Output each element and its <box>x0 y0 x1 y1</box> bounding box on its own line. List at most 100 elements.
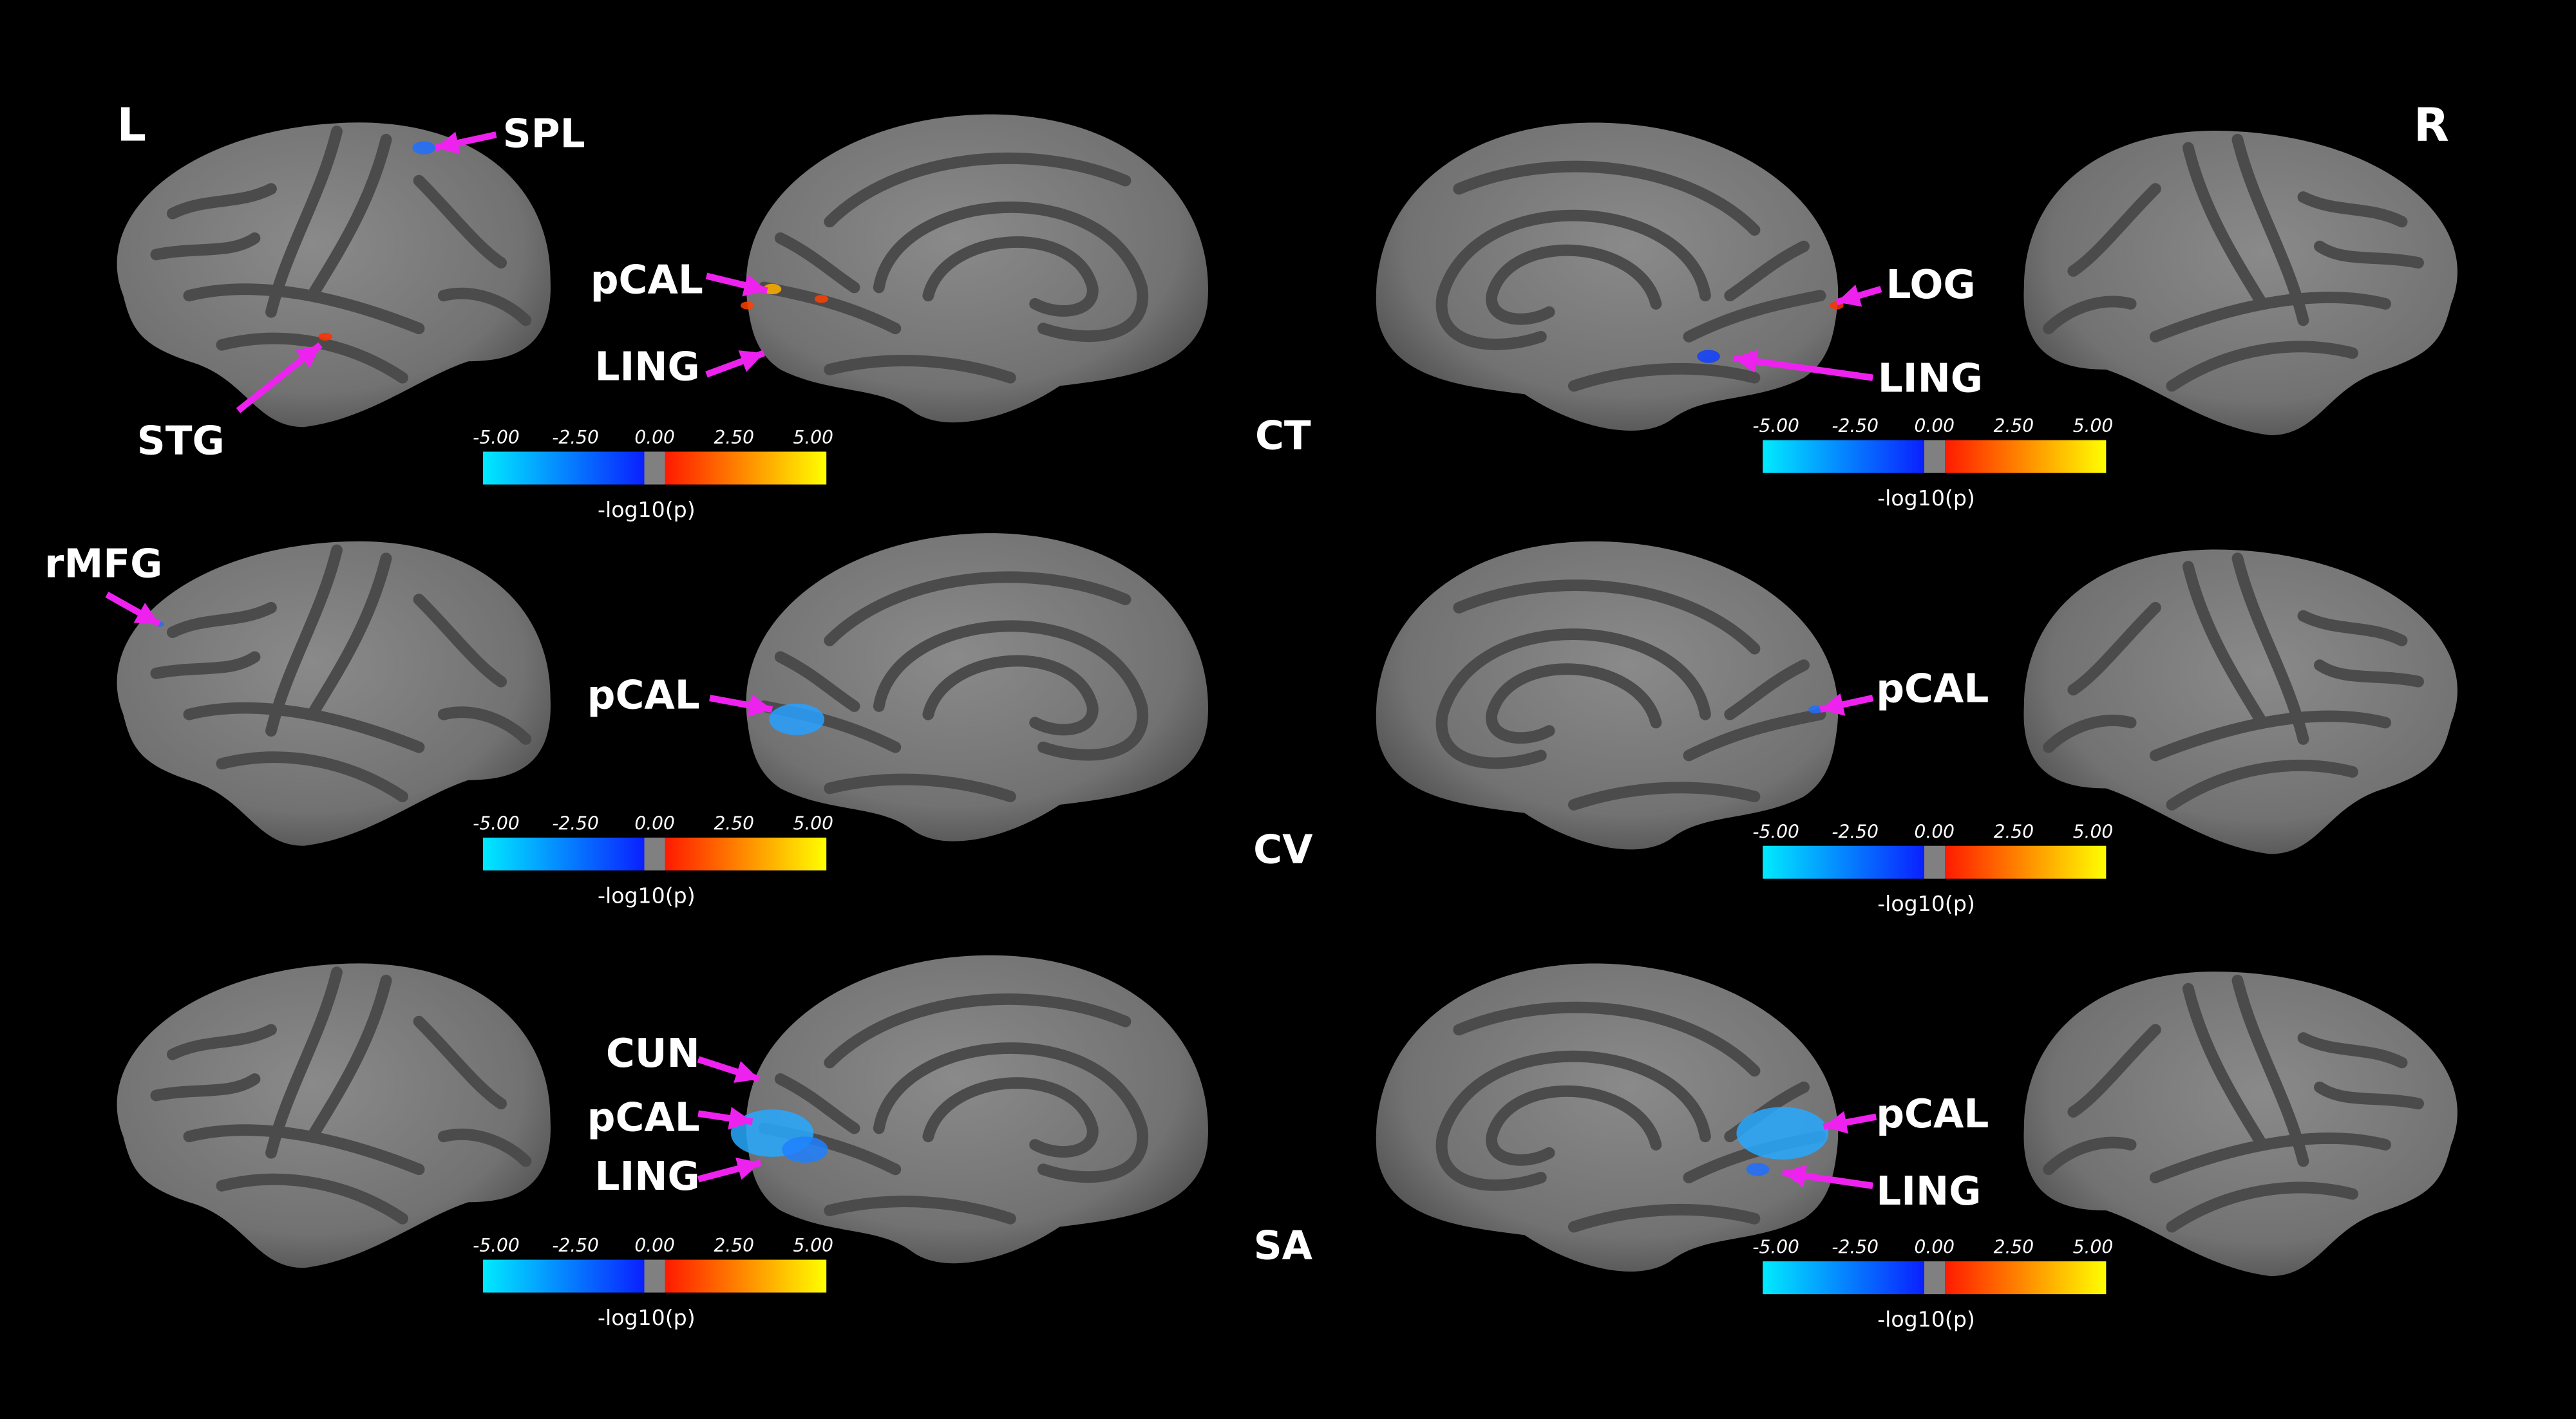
arrow-head <box>738 350 764 372</box>
arrow-head <box>1823 1111 1848 1134</box>
colorbar-tick-label: -5.00 <box>1752 415 1799 437</box>
colorbar-tick-label: 0.00 <box>1915 415 1955 437</box>
brain-lateral-right <box>2023 549 2457 854</box>
colorbar-tick-label: 5.00 <box>2073 821 2113 842</box>
arrow-head <box>735 1157 761 1180</box>
region-label: LOG <box>1886 262 1976 308</box>
region-label: LING <box>594 1154 699 1199</box>
colorbar <box>483 1259 827 1293</box>
colorbar <box>1763 1261 2107 1295</box>
colorbar-tick-label: 0.00 <box>1915 821 1955 842</box>
colorbar-tick-label: 2.50 <box>1994 1237 2034 1258</box>
cluster <box>1736 1107 1829 1160</box>
brain-medial-left <box>746 533 1208 841</box>
arrow-head <box>133 603 160 625</box>
brain-medial-right <box>1376 122 1838 430</box>
colorbar-tick-label: 5.00 <box>793 1235 833 1256</box>
arrow-head <box>1837 285 1862 307</box>
colorbar-label: -log10(p) <box>598 1305 696 1330</box>
region-label: CUN <box>606 1031 700 1076</box>
row-label: CV <box>1253 827 1313 873</box>
colorbar-tick-label: 5.00 <box>2073 415 2113 437</box>
colorbar-label: -log10(p) <box>1877 891 1975 916</box>
arrow-head <box>1820 693 1846 716</box>
colorbar-tick-label: 0.00 <box>634 427 674 448</box>
colorbar-tick-label: 5.00 <box>793 813 833 834</box>
colorbar-tick-label: -5.00 <box>1752 821 1799 842</box>
colorbar-tick-label: -5.00 <box>473 813 520 834</box>
hemisphere-label: R <box>2414 99 2449 152</box>
colorbar-tick-label: -2.50 <box>552 813 599 834</box>
colorbar-label: -log10(p) <box>598 497 696 522</box>
colorbar-tick-label: -2.50 <box>1832 415 1879 437</box>
colorbar-label: -log10(p) <box>1877 485 1975 511</box>
region-label: pCAL <box>591 257 703 303</box>
brain-medial-left <box>746 115 1208 422</box>
brain-lateral-left <box>117 963 551 1268</box>
brain-medial-left <box>746 955 1208 1263</box>
arrow-head <box>1733 350 1758 373</box>
region-label: LING <box>594 344 699 390</box>
arrow-head <box>435 131 460 155</box>
colorbar <box>1763 440 2107 473</box>
colorbar-tick-label: -5.00 <box>1752 1237 1799 1258</box>
brain-medial-right <box>1376 541 1838 849</box>
cluster <box>1808 705 1823 714</box>
cluster <box>412 141 436 155</box>
cluster <box>318 332 332 341</box>
cluster <box>1697 350 1720 363</box>
colorbar-tick-label: 2.50 <box>1994 415 2034 437</box>
arrow-head <box>295 344 321 368</box>
region-label: pCAL <box>587 1095 700 1140</box>
cluster <box>814 295 829 303</box>
region-label: pCAL <box>587 673 700 719</box>
colorbar-tick-label: -2.50 <box>552 427 599 448</box>
brain-lateral-left <box>117 122 551 427</box>
cluster <box>1746 1163 1770 1176</box>
colorbar-tick-label: -5.00 <box>473 427 520 448</box>
colorbar-tick-label: -2.50 <box>552 1235 599 1256</box>
row-label: CT <box>1255 413 1311 459</box>
colorbar-tick-label: 5.00 <box>793 427 833 448</box>
brain-lateral-left <box>117 541 551 846</box>
colorbar-tick-label: 2.50 <box>714 813 753 834</box>
cluster <box>741 301 755 310</box>
arrow-head <box>747 693 773 717</box>
colorbar-tick-label: -2.50 <box>1832 1237 1879 1258</box>
arrow-shaft <box>1732 355 1873 381</box>
colorbar-tick-label: 0.00 <box>634 813 674 834</box>
colorbar-tick-label: -2.50 <box>1832 821 1879 842</box>
colorbar <box>1763 845 2107 879</box>
colorbar-label: -log10(p) <box>1877 1306 1975 1331</box>
arrow-head <box>1782 1164 1807 1188</box>
colorbar-tick-label: 0.00 <box>634 1235 674 1256</box>
region-label: pCAL <box>1876 666 1989 712</box>
colorbar-tick-label: 2.50 <box>1994 821 2034 842</box>
arrow-head <box>742 274 768 297</box>
region-label: rMFG <box>44 541 162 587</box>
cluster <box>782 1136 828 1163</box>
colorbar-tick-label: 2.50 <box>714 427 753 448</box>
region-label: STG <box>137 418 225 464</box>
brain-lateral-right <box>2023 131 2457 435</box>
region-label: LING <box>1878 355 1983 401</box>
region-label: LING <box>1876 1169 1981 1214</box>
arrow-head <box>734 1060 759 1083</box>
colorbar-label: -log10(p) <box>598 883 696 908</box>
brain-lateral-right <box>2023 972 2457 1276</box>
colorbar-tick-label: -5.00 <box>473 1235 520 1256</box>
colorbar <box>483 837 827 870</box>
cluster <box>762 283 782 295</box>
arrow-head <box>728 1107 753 1130</box>
colorbar <box>483 451 827 485</box>
hemisphere-label: L <box>117 99 146 152</box>
cluster <box>769 703 825 735</box>
region-label: pCAL <box>1876 1091 1989 1137</box>
row-label: SA <box>1254 1223 1313 1268</box>
region-label: SPL <box>503 111 585 156</box>
colorbar-tick-label: 0.00 <box>1915 1237 1955 1258</box>
colorbar-tick-label: 5.00 <box>2073 1237 2113 1258</box>
colorbar-tick-label: 2.50 <box>714 1235 753 1256</box>
